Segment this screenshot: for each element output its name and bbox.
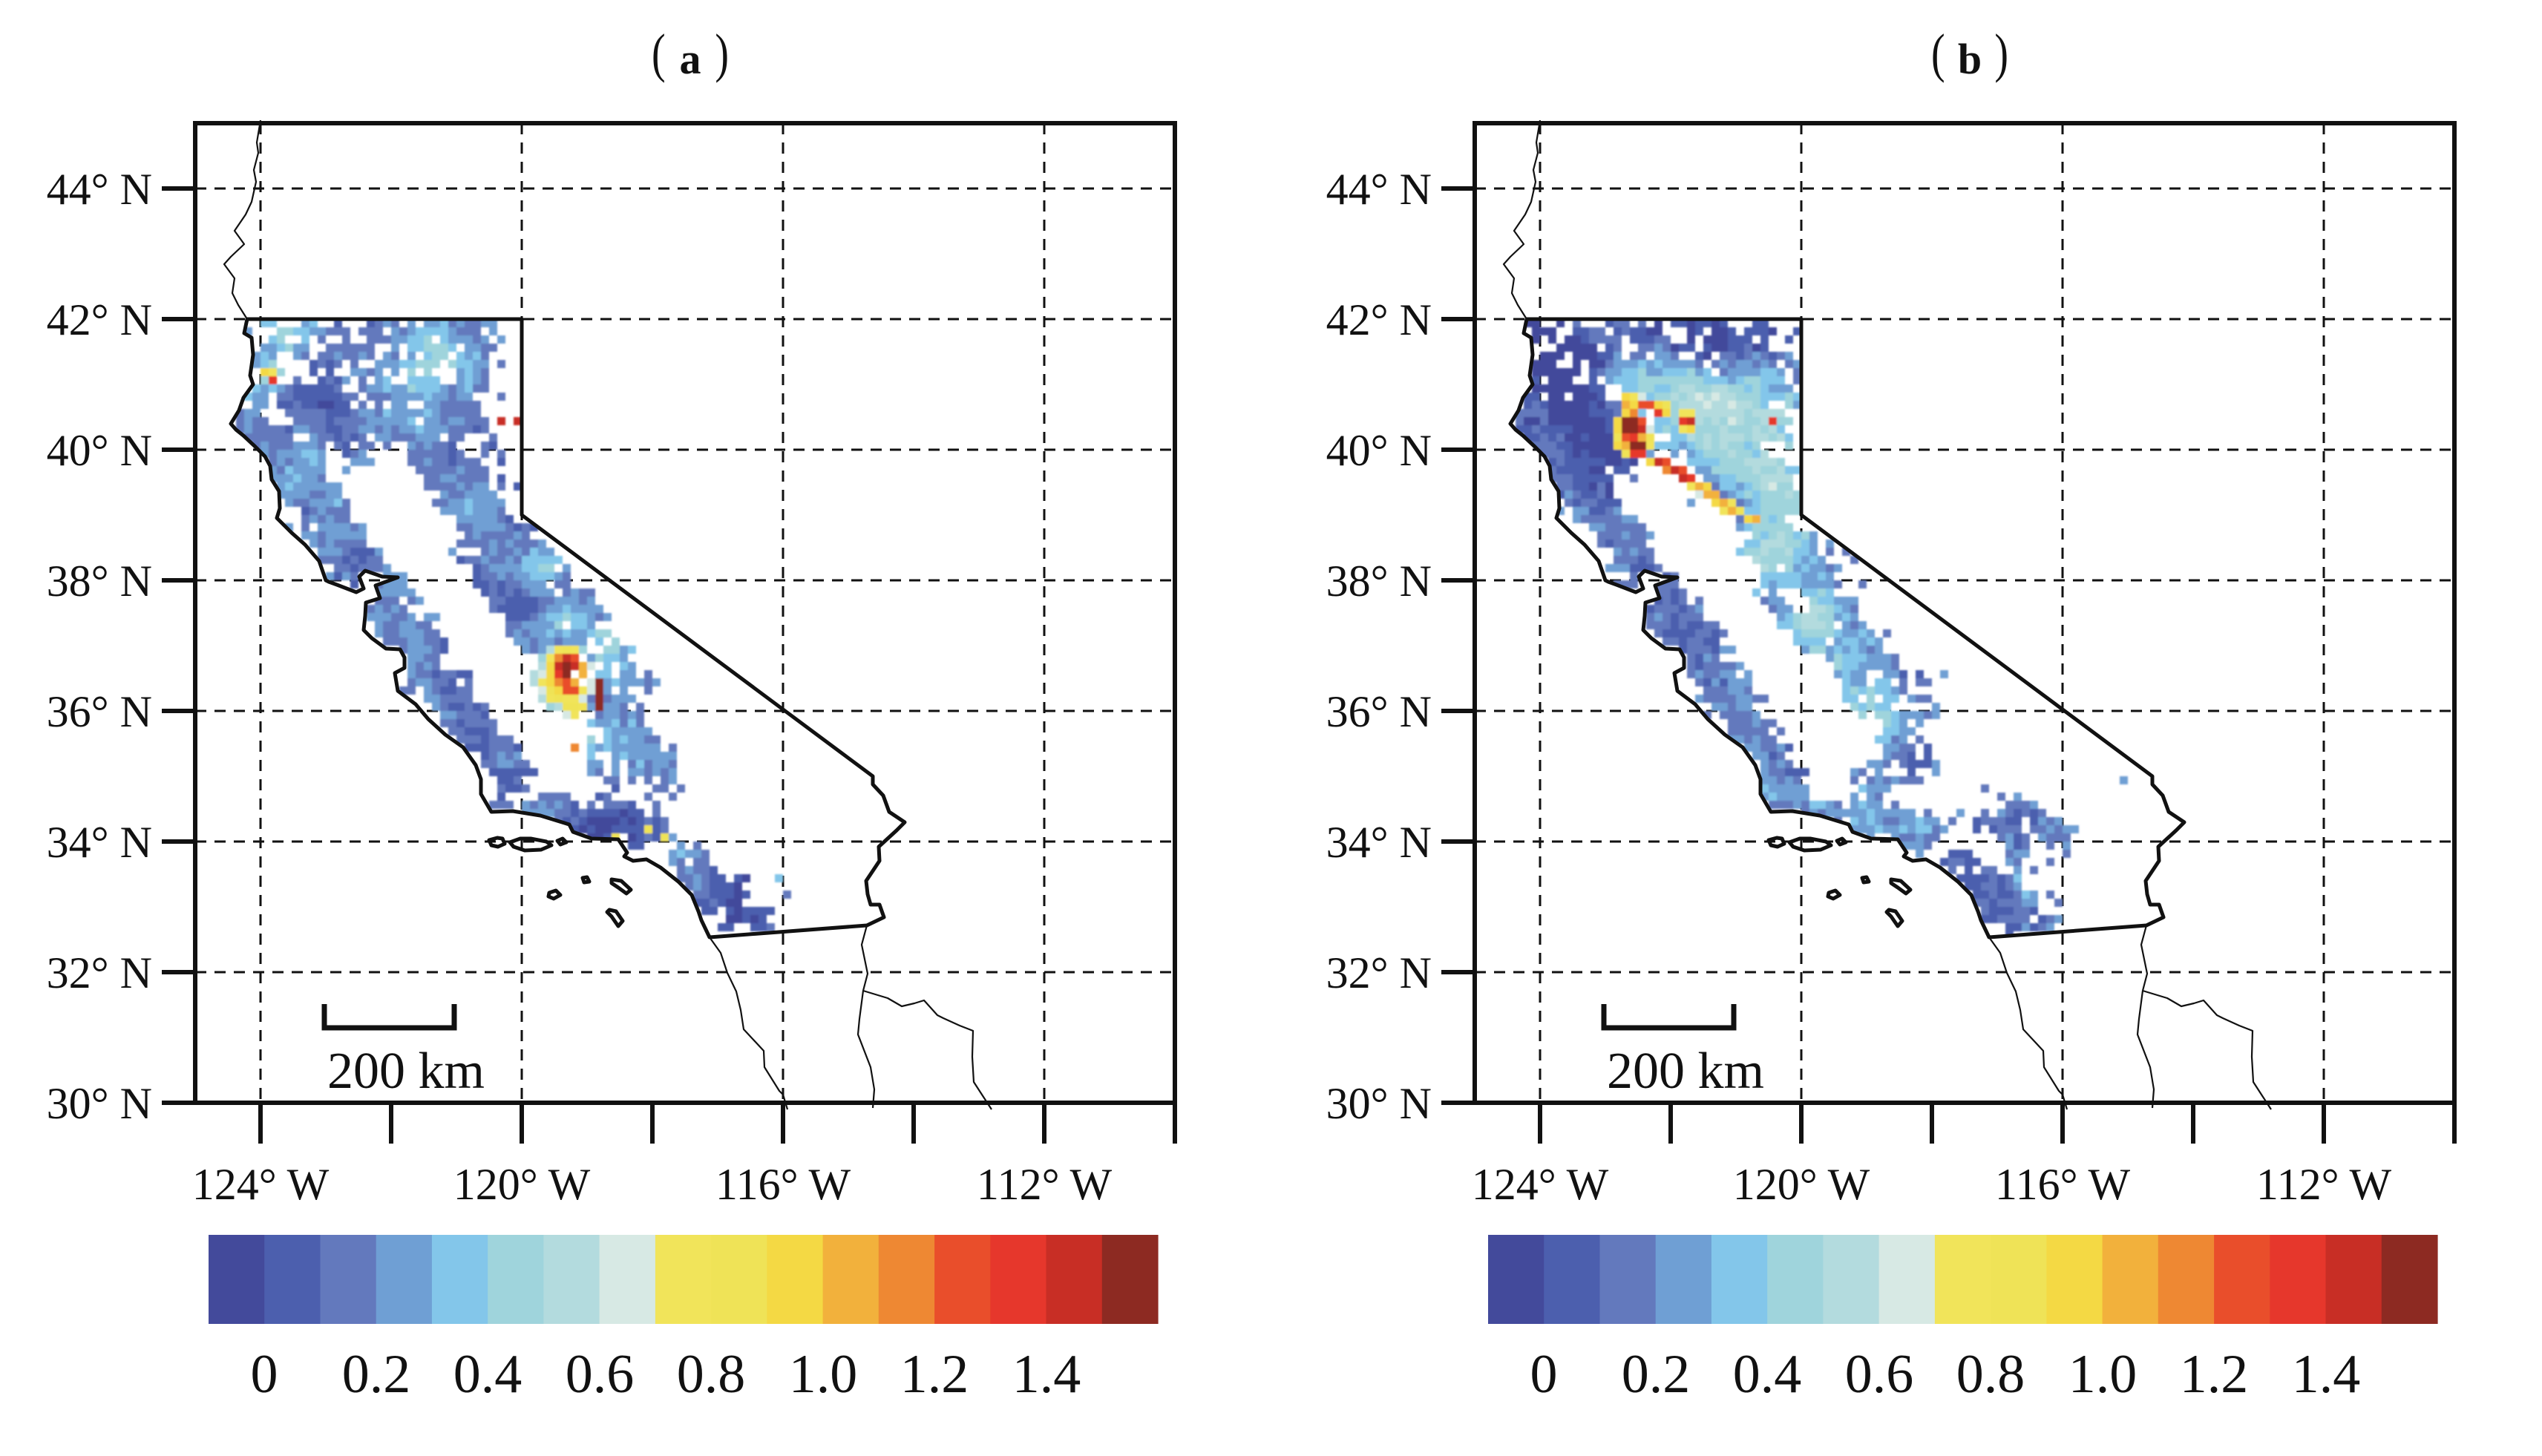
svg-text:1.2: 1.2 bbox=[2180, 1344, 2249, 1405]
svg-text:124° W: 124° W bbox=[1472, 1160, 1609, 1209]
svg-text:112° W: 112° W bbox=[977, 1160, 1113, 1209]
svg-text:1.0: 1.0 bbox=[789, 1344, 858, 1405]
svg-text:32° N: 32° N bbox=[47, 948, 152, 997]
svg-text:(: ( bbox=[1931, 24, 1945, 84]
svg-text:b: b bbox=[1958, 35, 1982, 83]
svg-text:120° W: 120° W bbox=[453, 1160, 591, 1209]
svg-text:112° W: 112° W bbox=[2256, 1160, 2392, 1209]
svg-text:1.2: 1.2 bbox=[900, 1344, 969, 1405]
svg-text:1.4: 1.4 bbox=[1012, 1344, 1081, 1405]
svg-text:30° N: 30° N bbox=[1326, 1079, 1432, 1128]
svg-text:34° N: 34° N bbox=[1326, 818, 1432, 867]
svg-text:0.4: 0.4 bbox=[453, 1344, 523, 1405]
svg-text:): ) bbox=[715, 24, 729, 84]
svg-text:42° N: 42° N bbox=[47, 295, 152, 344]
svg-text:34° N: 34° N bbox=[47, 818, 152, 867]
svg-text:38° N: 38° N bbox=[47, 557, 152, 606]
svg-text:0.8: 0.8 bbox=[1956, 1344, 2025, 1405]
svg-text:200 km: 200 km bbox=[327, 1043, 485, 1100]
svg-text:44° N: 44° N bbox=[47, 165, 152, 214]
svg-text:30° N: 30° N bbox=[47, 1079, 152, 1128]
svg-text:0.2: 0.2 bbox=[1622, 1344, 1691, 1405]
svg-text:1.0: 1.0 bbox=[2068, 1344, 2138, 1405]
svg-text:(: ( bbox=[652, 24, 666, 84]
svg-text:44° N: 44° N bbox=[1326, 165, 1432, 214]
svg-text:36° N: 36° N bbox=[1326, 687, 1432, 736]
svg-text:116° W: 116° W bbox=[1995, 1160, 2131, 1209]
svg-text:124° W: 124° W bbox=[192, 1160, 330, 1209]
svg-text:40° N: 40° N bbox=[1326, 426, 1432, 475]
svg-text:0.6: 0.6 bbox=[566, 1344, 635, 1405]
svg-text:): ) bbox=[1994, 24, 2008, 84]
svg-text:120° W: 120° W bbox=[1733, 1160, 1870, 1209]
svg-text:40° N: 40° N bbox=[47, 426, 152, 475]
svg-text:a: a bbox=[680, 35, 701, 83]
svg-text:0.4: 0.4 bbox=[1733, 1344, 1802, 1405]
svg-text:0.2: 0.2 bbox=[342, 1344, 411, 1405]
svg-text:0.8: 0.8 bbox=[677, 1344, 746, 1405]
svg-text:0.6: 0.6 bbox=[1845, 1344, 1914, 1405]
svg-text:1.4: 1.4 bbox=[2292, 1344, 2361, 1405]
svg-text:116° W: 116° W bbox=[715, 1160, 851, 1209]
svg-text:200 km: 200 km bbox=[1607, 1043, 1764, 1100]
svg-text:36° N: 36° N bbox=[47, 687, 152, 736]
svg-text:42° N: 42° N bbox=[1326, 295, 1432, 344]
svg-text:0: 0 bbox=[1530, 1344, 1558, 1405]
svg-text:38° N: 38° N bbox=[1326, 557, 1432, 606]
svg-text:0: 0 bbox=[251, 1344, 278, 1405]
svg-text:32° N: 32° N bbox=[1326, 948, 1432, 997]
